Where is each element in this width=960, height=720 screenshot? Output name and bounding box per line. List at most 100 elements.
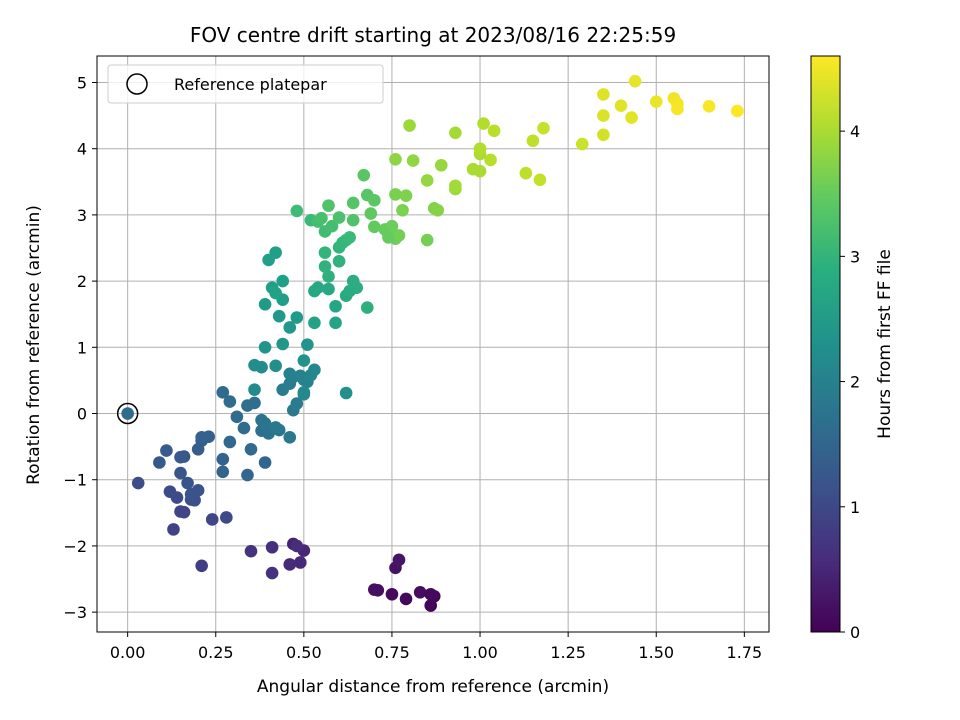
data-point bbox=[174, 466, 187, 480]
data-point bbox=[346, 213, 360, 227]
data-point bbox=[216, 452, 230, 466]
data-point bbox=[322, 199, 335, 212]
x-axis-label: Angular distance from reference (arcmin) bbox=[257, 677, 609, 697]
data-point bbox=[318, 260, 332, 273]
data-point bbox=[184, 487, 198, 501]
data-point bbox=[346, 274, 360, 288]
data-point bbox=[526, 134, 540, 148]
x-tick-label: 0.50 bbox=[286, 643, 322, 662]
data-point bbox=[597, 88, 610, 101]
data-point bbox=[290, 204, 304, 218]
data-point bbox=[290, 397, 304, 410]
data-point bbox=[360, 301, 374, 314]
colorbar: 0 1 2 3 4 Hours from first FF file bbox=[810, 55, 895, 642]
data-point bbox=[575, 137, 589, 151]
legend-frame bbox=[107, 64, 384, 104]
colorbar-tick-label: 3 bbox=[850, 247, 860, 266]
data-point bbox=[195, 559, 208, 573]
y-tick-label: −3 bbox=[63, 603, 87, 622]
colorbar-tick-label: 1 bbox=[850, 498, 860, 517]
data-point bbox=[174, 505, 187, 518]
data-point bbox=[160, 444, 173, 457]
data-point bbox=[308, 316, 321, 330]
chart-title: FOV centre drift starting at 2023/08/16 … bbox=[190, 23, 676, 47]
data-point bbox=[671, 102, 684, 116]
legend-marker bbox=[126, 73, 148, 95]
data-point bbox=[357, 168, 371, 182]
data-point bbox=[248, 383, 261, 396]
data-point bbox=[368, 194, 381, 207]
data-point bbox=[343, 231, 356, 244]
data-point bbox=[272, 309, 286, 323]
data-point bbox=[434, 158, 448, 172]
data-point bbox=[290, 311, 304, 324]
data-point bbox=[195, 431, 208, 444]
data-point bbox=[597, 128, 610, 142]
data-point bbox=[230, 410, 244, 424]
data-point bbox=[332, 211, 346, 224]
data-point bbox=[389, 152, 402, 166]
data-point bbox=[614, 99, 628, 112]
data-point bbox=[413, 585, 427, 599]
data-point bbox=[399, 189, 413, 202]
x-tick-label: 1.75 bbox=[727, 643, 763, 662]
data-point bbox=[473, 164, 487, 178]
data-point bbox=[385, 219, 399, 233]
data-point bbox=[420, 174, 434, 187]
data-point bbox=[248, 358, 261, 372]
data-point bbox=[424, 587, 438, 601]
data-point bbox=[131, 476, 145, 490]
data-point bbox=[269, 421, 282, 434]
data-point bbox=[237, 421, 251, 435]
data-point bbox=[346, 196, 360, 210]
data-point bbox=[325, 219, 339, 233]
data-point bbox=[308, 363, 321, 377]
y-tick-label: −1 bbox=[63, 471, 87, 490]
data-point bbox=[244, 442, 258, 456]
data-point bbox=[269, 359, 282, 373]
data-point bbox=[276, 337, 290, 351]
x-tick-label: 0.00 bbox=[110, 643, 146, 662]
data-point bbox=[258, 297, 272, 311]
data-point bbox=[283, 367, 297, 381]
data-point bbox=[318, 246, 332, 259]
data-point bbox=[301, 338, 314, 351]
data-point bbox=[406, 154, 420, 167]
data-point bbox=[269, 286, 282, 300]
data-point bbox=[368, 583, 381, 596]
data-point bbox=[368, 220, 381, 234]
data-point bbox=[315, 211, 328, 225]
data-point bbox=[269, 246, 282, 259]
data-point bbox=[276, 274, 290, 288]
grid-lines bbox=[97, 56, 769, 632]
data-point bbox=[167, 523, 180, 536]
data-point bbox=[339, 386, 353, 400]
data-point bbox=[294, 556, 307, 569]
data-point bbox=[329, 299, 342, 313]
data-point bbox=[420, 233, 434, 247]
data-point bbox=[248, 396, 261, 410]
data-point bbox=[216, 465, 230, 479]
plot-area-frame bbox=[96, 55, 770, 633]
data-point bbox=[431, 203, 445, 217]
data-point bbox=[220, 511, 233, 524]
y-tick-label: 3 bbox=[77, 206, 87, 225]
colorbar-ticks: 0 1 2 3 4 bbox=[840, 122, 860, 642]
reference-point-ring bbox=[116, 402, 139, 425]
data-point bbox=[283, 558, 297, 571]
y-tick-label: 5 bbox=[77, 73, 87, 92]
reference-point bbox=[121, 407, 134, 420]
data-point bbox=[332, 254, 346, 268]
data-point bbox=[329, 316, 342, 330]
y-axis-label: Rotation from reference (arcmin) bbox=[24, 205, 44, 485]
data-point bbox=[382, 231, 395, 244]
data-point bbox=[449, 179, 462, 193]
data-point bbox=[265, 566, 279, 580]
data-point bbox=[258, 341, 272, 354]
colorbar-label: Hours from first FF file bbox=[875, 249, 895, 439]
data-point bbox=[597, 109, 610, 122]
data-point bbox=[322, 282, 335, 296]
data-point bbox=[241, 468, 254, 482]
data-point bbox=[311, 281, 325, 295]
data-point bbox=[473, 142, 487, 155]
